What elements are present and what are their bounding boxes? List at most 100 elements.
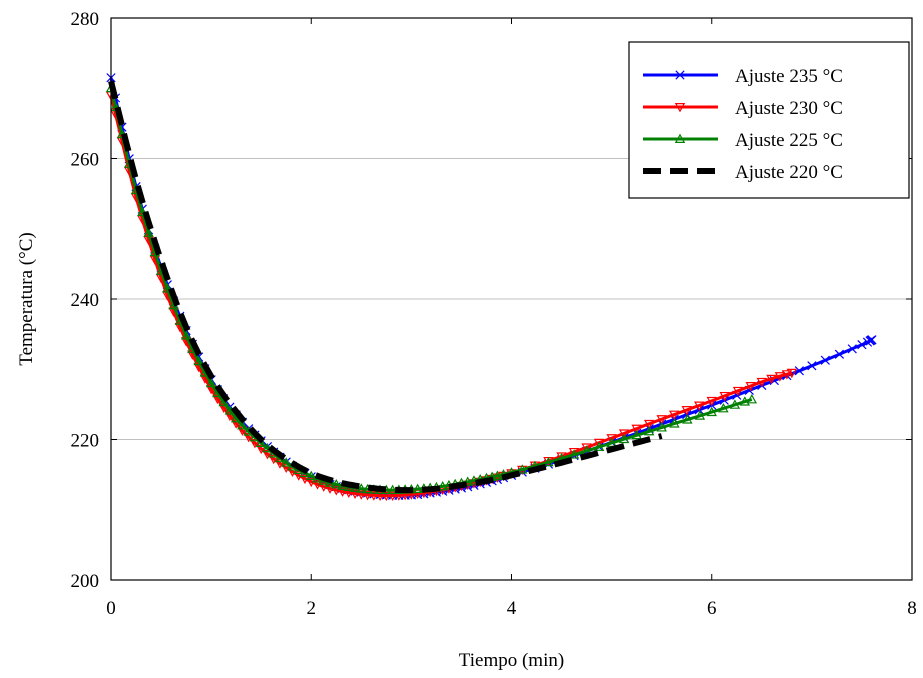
legend-label: Ajuste 235 °C xyxy=(735,66,843,87)
data-point xyxy=(255,437,267,447)
data-point xyxy=(568,449,580,459)
legend-label: Ajuste 225 °C xyxy=(735,130,843,151)
legend-label: Ajuste 220 °C xyxy=(735,162,843,183)
data-point xyxy=(412,483,423,493)
data-point xyxy=(492,470,503,480)
data-point xyxy=(374,491,386,502)
x-axis-label: Tiempo (min) xyxy=(459,650,564,671)
data-point xyxy=(766,374,777,385)
data-point xyxy=(719,391,730,402)
data-point xyxy=(368,491,380,501)
data-point xyxy=(606,434,617,444)
data-point xyxy=(462,476,473,486)
grid-lines xyxy=(111,158,912,440)
data-point xyxy=(581,443,592,453)
data-point xyxy=(249,439,261,449)
data-point xyxy=(362,490,373,501)
data-point xyxy=(568,447,580,458)
data-point xyxy=(643,425,655,436)
data-point xyxy=(631,424,642,435)
data-point xyxy=(349,489,361,499)
series-3 xyxy=(108,80,663,494)
data-point xyxy=(643,419,655,430)
data-point xyxy=(205,377,217,388)
data-point xyxy=(807,361,817,371)
y-tick-label: 240 xyxy=(71,290,100,311)
data-point xyxy=(306,470,317,480)
data-point xyxy=(618,433,630,444)
data-point xyxy=(137,206,148,217)
legend: Ajuste 235 °C Ajuste 230 °C Ajuste 225 °C A… xyxy=(628,41,910,199)
x-tick-label: 0 xyxy=(106,598,116,619)
data-point xyxy=(857,340,867,350)
data-point xyxy=(381,491,392,502)
data-point xyxy=(631,429,642,440)
y-tick-label: 220 xyxy=(71,431,100,452)
axis-ticks: 0 2 4 6 8 200 220 240 260 280 xyxy=(71,9,917,619)
data-point xyxy=(745,382,756,392)
data-point xyxy=(675,70,685,80)
data-point xyxy=(867,335,877,345)
data-point xyxy=(694,401,705,411)
data-point xyxy=(318,482,329,492)
data-point xyxy=(739,396,751,406)
data-point xyxy=(593,441,605,451)
data-point xyxy=(732,386,744,397)
legend-item: Ajuste 235 °C xyxy=(643,66,843,87)
data-point xyxy=(255,444,267,455)
data-point xyxy=(180,330,192,340)
x-tick-label: 4 xyxy=(507,598,517,619)
data-point xyxy=(331,479,342,489)
data-point xyxy=(756,377,768,388)
data-point xyxy=(674,133,686,143)
data-point xyxy=(262,449,273,460)
data-point xyxy=(337,487,348,497)
data-point xyxy=(331,486,342,496)
data-point xyxy=(543,456,554,467)
data-point xyxy=(517,464,528,474)
data-point xyxy=(794,366,804,376)
data-point xyxy=(774,372,786,382)
data-point xyxy=(618,429,630,439)
data-point xyxy=(193,355,204,366)
data-point xyxy=(162,283,173,293)
legend-item: Ajuste 220 °C xyxy=(643,162,843,183)
data-point xyxy=(706,396,717,407)
data-point xyxy=(694,410,706,420)
data-point xyxy=(668,410,680,420)
legend-label: Ajuste 230 °C xyxy=(735,98,843,119)
data-point xyxy=(656,415,667,425)
data-point xyxy=(706,406,717,417)
data-point xyxy=(834,349,845,359)
data-point xyxy=(781,370,793,380)
data-point xyxy=(343,488,355,499)
data-point xyxy=(847,344,857,354)
data-point xyxy=(324,484,336,494)
series-line xyxy=(108,80,663,494)
data-point xyxy=(820,355,830,365)
data-point xyxy=(746,394,758,404)
x-tick-label: 2 xyxy=(307,598,317,619)
data-point xyxy=(437,480,448,491)
data-point xyxy=(280,457,292,467)
x-tick-label: 8 xyxy=(907,598,917,619)
data-point xyxy=(729,399,741,409)
y-tick-label: 280 xyxy=(71,9,100,30)
y-tick-label: 200 xyxy=(71,571,100,592)
data-point xyxy=(593,438,605,449)
data-point xyxy=(356,483,367,493)
legend-item: Ajuste 230 °C xyxy=(643,98,843,119)
data-point xyxy=(674,103,686,113)
data-point xyxy=(786,368,798,379)
data-point xyxy=(656,422,667,432)
data-point xyxy=(682,414,693,424)
y-axis-label: Temperatura (°C) xyxy=(16,232,37,365)
data-point xyxy=(387,491,398,502)
legend-item: Ajuste 225 °C xyxy=(643,130,843,151)
data-point xyxy=(387,484,398,495)
data-point xyxy=(669,418,680,428)
data-point xyxy=(356,490,367,500)
data-point xyxy=(718,403,729,413)
data-point xyxy=(143,227,154,237)
